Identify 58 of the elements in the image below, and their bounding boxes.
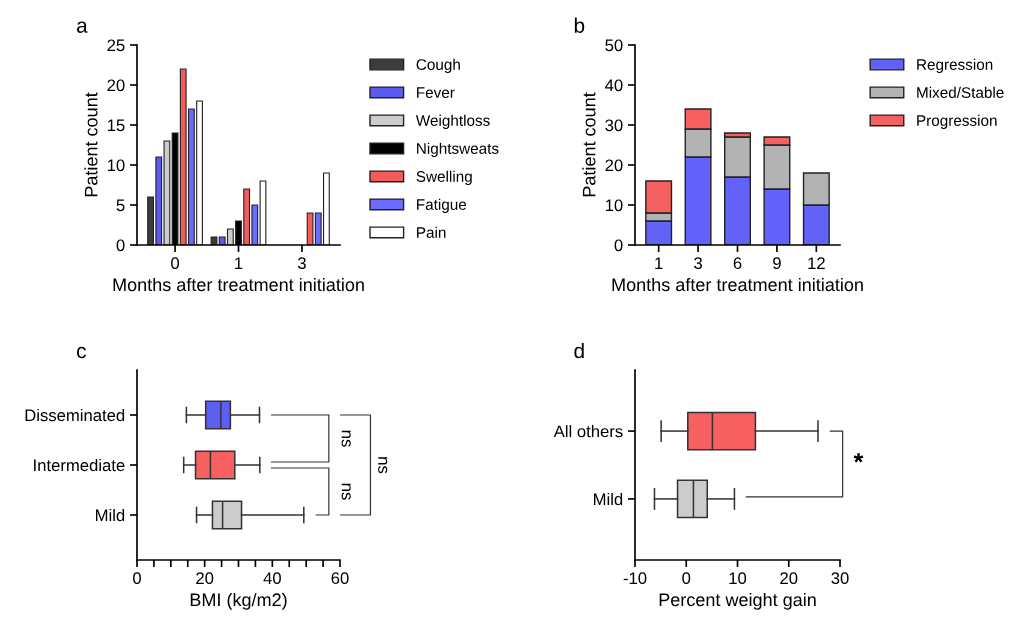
x-tick-label: 3 <box>297 257 306 270</box>
x-tick-label: 30 <box>831 572 849 585</box>
legend-label: Regression <box>917 58 993 73</box>
x-tick-label: 1 <box>655 257 663 269</box>
y-tick-label: 20 <box>605 159 623 172</box>
legend-label: Swelling <box>416 170 472 185</box>
x-tick-label: 0 <box>171 257 180 270</box>
x-tick-label: 3 <box>694 257 702 270</box>
x-axis-title: Months after treatment initiation <box>113 277 364 292</box>
y-tick-label: Intermediate <box>34 458 125 472</box>
x-axis-title: Percent weight gain <box>659 592 816 610</box>
legend-label: Fever <box>417 87 455 98</box>
chart-title: b <box>574 17 585 33</box>
x-tick-label: 0 <box>682 572 691 585</box>
x-axis-title: Months after treatment initiation <box>612 277 863 292</box>
x-tick-label: 10 <box>729 572 747 585</box>
legend-label: Nightsweats <box>417 142 499 157</box>
y-axis-title: Patient count <box>84 92 98 197</box>
y-tick-label: 25 <box>107 39 125 52</box>
text: ns <box>341 430 351 447</box>
y-tick-label: 10 <box>605 199 623 212</box>
x-tick-label: 12 <box>808 257 825 269</box>
chart-title: a <box>76 21 88 33</box>
y-tick-label: 30 <box>605 119 623 132</box>
legend-label: Pain <box>417 226 446 238</box>
y-tick-label: 10 <box>107 159 125 172</box>
y-tick-label: 20 <box>107 79 125 92</box>
legend-label: Progression <box>917 114 997 129</box>
text: ns <box>341 483 351 500</box>
x-tick-label: -10 <box>623 572 647 585</box>
x-tick-label: 60 <box>331 572 349 585</box>
legend-label: Fatigue <box>417 198 467 213</box>
legend-label: Weightloss <box>415 114 490 129</box>
x-tick-label: 20 <box>196 572 214 585</box>
y-tick-label: 40 <box>605 79 623 92</box>
x-axis-title: BMI (kg/m2) <box>190 592 287 610</box>
chart-title: c <box>76 346 86 359</box>
y-tick-label: Mild <box>96 508 125 522</box>
text: * <box>853 453 864 463</box>
x-tick-label: 6 <box>733 257 742 270</box>
x-tick-label: 9 <box>773 257 781 270</box>
y-tick-label: All others <box>553 425 623 438</box>
y-tick-label: 0 <box>614 239 623 252</box>
chart-title: d <box>574 342 584 359</box>
y-tick-label: 5 <box>116 199 125 212</box>
y-tick-label: Disseminated <box>25 408 125 422</box>
x-tick-label: 20 <box>780 572 798 585</box>
y-tick-label: 50 <box>605 39 623 52</box>
legend-label: Mixed/Stable <box>917 86 1004 98</box>
y-tick-label: 15 <box>107 119 125 132</box>
x-tick-label: 40 <box>263 572 281 585</box>
text: ns <box>378 457 388 474</box>
legend-label: Cough <box>416 58 460 73</box>
y-axis-title: Patient count <box>582 92 596 197</box>
x-tick-label: 0 <box>133 572 141 585</box>
y-tick-label: 0 <box>116 239 125 252</box>
y-tick-label: Mild <box>594 492 623 506</box>
x-tick-label: 1 <box>235 257 243 269</box>
